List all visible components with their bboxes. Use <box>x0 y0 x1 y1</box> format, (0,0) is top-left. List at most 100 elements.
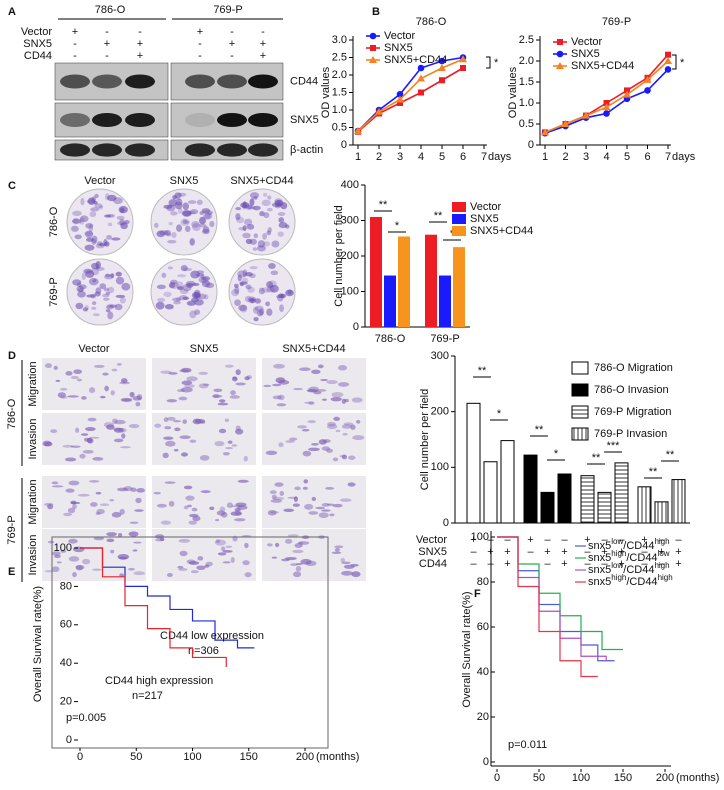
transwell-cell <box>225 446 234 450</box>
transwell-cell <box>190 570 199 574</box>
transwell-cell <box>135 401 141 407</box>
legend-level: high <box>654 561 669 570</box>
transwell-cell <box>278 380 290 385</box>
transwell-cell <box>290 563 299 566</box>
transwell-cell <box>297 425 307 429</box>
x-axis-label: days <box>672 151 696 163</box>
transwell-cell <box>181 380 193 385</box>
y-tick-label: 3.0 <box>332 34 347 46</box>
transwell-cell <box>350 424 356 430</box>
transwell-cell <box>174 427 181 432</box>
transwell-cell <box>133 571 146 576</box>
transwell-cell <box>129 391 135 398</box>
y-tick-label: 2.0 <box>332 69 347 81</box>
legend-swatch <box>452 214 466 224</box>
blot-condition: SNX5 <box>23 38 52 50</box>
transwell-cell <box>305 560 317 567</box>
transwell-cell <box>334 545 344 549</box>
colony-cell <box>176 224 183 232</box>
sign: + <box>618 558 624 570</box>
colony-cell <box>196 199 203 205</box>
image-column-label: SNX5 <box>170 175 199 187</box>
transwell-cell <box>230 511 243 516</box>
colony-cell <box>172 297 182 302</box>
y-tick-label: 60 <box>60 619 72 631</box>
y-axis-label: OD values <box>320 66 332 118</box>
transwell-cell <box>130 487 137 493</box>
colony-cell <box>89 211 97 218</box>
transwell-cell <box>155 538 165 542</box>
series-line <box>357 58 464 132</box>
colony-cell <box>209 220 215 228</box>
blot-band <box>248 113 278 127</box>
y-tick-label: 300 <box>341 214 359 226</box>
colony-cell <box>105 305 115 310</box>
legend-level: high <box>654 537 669 546</box>
transwell-cell <box>134 509 144 512</box>
blot-sign: + <box>197 26 203 38</box>
transwell-cell <box>300 558 312 565</box>
y-tick-label: 20 <box>60 696 72 708</box>
bar <box>439 275 451 327</box>
sign: – <box>584 546 591 558</box>
blot-sign: + <box>72 26 78 38</box>
colony-cell <box>164 229 172 236</box>
colony-cell <box>246 223 255 230</box>
survival-curve <box>497 536 598 678</box>
image-column-label: Vector <box>78 343 110 355</box>
colony-cell <box>80 197 85 206</box>
legend-level: high <box>611 549 626 558</box>
curve-label: CD44 high expression <box>105 675 213 687</box>
blot-band-label: SNX5 <box>290 114 319 126</box>
colony-cell <box>115 294 126 298</box>
transwell-image <box>152 529 256 581</box>
bar <box>597 491 612 524</box>
transwell-cell <box>60 549 67 553</box>
legend-label: SNX5+CD44 <box>384 54 447 66</box>
colony-cell <box>90 207 100 212</box>
colony-cell <box>94 193 99 199</box>
blot-condition: Vector <box>21 26 53 38</box>
transwell-cell <box>102 372 109 376</box>
transwell-cell <box>185 495 195 501</box>
transwell-cell <box>92 457 104 461</box>
x-tick-label: 7 <box>665 151 671 163</box>
transwell-cell <box>265 450 278 456</box>
colony-cell <box>71 218 82 224</box>
panel-label: A <box>8 6 16 18</box>
image-row-label: 769-P <box>48 277 60 306</box>
colony-cell <box>166 204 176 212</box>
transwell-cell <box>89 480 100 483</box>
colony-cell <box>202 226 210 234</box>
colony-cell <box>192 223 201 231</box>
transwell-cell <box>117 487 128 492</box>
colony-cell <box>72 279 82 286</box>
transwell-cell <box>235 369 241 376</box>
transwell-cell <box>183 485 193 490</box>
marker <box>460 65 466 71</box>
y-tick-label: 0 <box>528 139 534 151</box>
colony-cell <box>86 294 96 298</box>
y-tick-label: 60 <box>477 621 489 633</box>
colony-cell <box>93 200 98 205</box>
transwell-cell <box>113 427 124 433</box>
image-column-label: SNX5+CD44 <box>230 175 293 187</box>
colony-cell <box>157 297 166 303</box>
transwell-cell <box>62 444 74 448</box>
colony-cell <box>201 228 210 235</box>
colony-cell <box>84 231 94 236</box>
bracket <box>486 56 491 69</box>
transwell-cell <box>274 482 284 487</box>
colony-cell <box>74 234 82 240</box>
transwell-cell <box>233 518 246 522</box>
transwell-cell <box>57 392 66 398</box>
transwell-cell <box>244 572 252 578</box>
blot-band <box>125 143 155 157</box>
transwell-cell <box>99 503 110 507</box>
transwell-cell <box>341 454 348 460</box>
colony-cell <box>118 205 128 214</box>
transwell-cell <box>222 561 231 564</box>
transwell-cell <box>88 387 96 394</box>
colony-cell <box>98 242 106 247</box>
y-tick-label: 40 <box>477 666 489 678</box>
